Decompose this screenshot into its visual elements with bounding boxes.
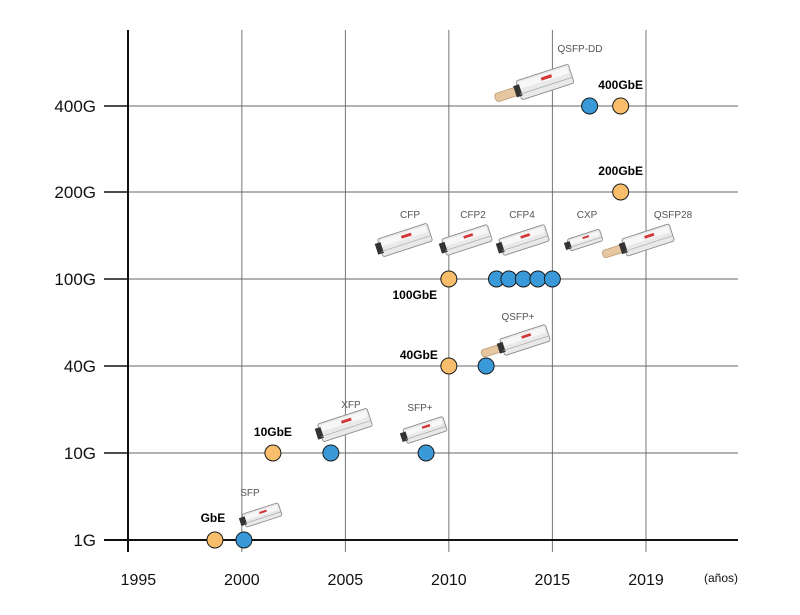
form_factor-point-100g-7 xyxy=(529,270,547,288)
standard-point-40gbe xyxy=(440,357,458,375)
x-tick-label-1995: 1995 xyxy=(121,572,157,589)
cxp-edge xyxy=(569,236,603,248)
standard-label-400gbe: 400GbE xyxy=(598,78,643,92)
form-factor-label-qsfp-: QSFP+ xyxy=(501,312,534,323)
form_factor-point-sfp xyxy=(235,531,253,549)
xfp-edge xyxy=(321,420,371,437)
sfp-edge xyxy=(244,511,282,524)
qsfp-plus-edge xyxy=(503,335,550,352)
tick-labels: 1G 10G 40G 100G 200G 400G 1995 2000 2005 2010 2015… xyxy=(54,97,663,589)
standard-label-40gbe: 40GbE xyxy=(400,348,438,362)
x-axis-unit-label: (años) xyxy=(704,571,738,585)
form-factor-label-cfp2: CFP2 xyxy=(460,210,486,221)
x-tick-label-2019: 2019 xyxy=(628,572,664,589)
data-points xyxy=(206,97,630,549)
sfp-plus-red-label xyxy=(421,424,431,429)
xfp-red-label xyxy=(340,417,352,424)
form_factor-point-sfp- xyxy=(417,444,435,462)
form-factor-labels: QSFP-DD CFP CFP2 CFP4 CXP QSFP28 QSFP+ XFP SFP+ S… xyxy=(240,44,692,499)
standard-point-100gbe xyxy=(440,270,458,288)
form_factor-point-xfp xyxy=(322,444,340,462)
form_factor-point-100g-6 xyxy=(514,270,532,288)
grid xyxy=(128,30,738,552)
standard-label-10gbe: 10GbE xyxy=(254,425,292,439)
y-tick-label-200g: 200G xyxy=(54,183,96,202)
standard-labels: GbE 10GbE 40GbE 100GbE 200GbE 400GbE xyxy=(201,78,643,525)
cfp2-red-label xyxy=(463,233,474,239)
y-tick-label-10g: 10G xyxy=(64,444,96,463)
cfp-edge xyxy=(381,235,431,252)
cxp-red-label xyxy=(582,235,590,240)
standard-label-200gbe: 200GbE xyxy=(598,164,643,178)
form_factor-point-qsfp- xyxy=(477,357,495,375)
form-factor-label-cxp: CXP xyxy=(577,210,598,221)
form_factor-point-100g-5 xyxy=(500,270,518,288)
x-tick-label-2010: 2010 xyxy=(431,572,467,589)
qsfp-dd-module-picture xyxy=(494,64,575,102)
form-factor-label-cfp4: CFP4 xyxy=(509,210,535,221)
form-factor-label-qsfp28: QSFP28 xyxy=(654,210,693,221)
x-tick-label-2015: 2015 xyxy=(535,572,571,589)
form-factor-label-sfp-: SFP+ xyxy=(407,403,432,414)
standard-label-gbe: GbE xyxy=(201,511,226,525)
sfp-plus-module-picture xyxy=(399,416,448,444)
y-tick-label-100g: 100G xyxy=(54,270,96,289)
y-tick-label-40g: 40G xyxy=(64,357,96,376)
form-factor-label-qsfp-dd: QSFP-DD xyxy=(558,44,603,55)
form_factor-point-100g-8 xyxy=(543,270,561,288)
form-factor-label-cfp: CFP xyxy=(400,210,420,221)
sfp-module-picture xyxy=(238,502,283,528)
form-factor-label-xfp: XFP xyxy=(341,400,361,411)
cfp-red-label xyxy=(400,232,412,239)
standard-point-200gbe xyxy=(612,183,630,201)
standard-point-400gbe xyxy=(612,97,630,115)
x-tick-label-2000: 2000 xyxy=(224,572,260,589)
cxp-module-picture xyxy=(563,228,603,252)
form_factor-point-400g-9 xyxy=(581,97,599,115)
cfp2-edge xyxy=(445,235,492,252)
y-tick-label-400g: 400G xyxy=(54,97,96,116)
x-tick-label-2005: 2005 xyxy=(328,572,364,589)
standard-label-100gbe: 100GbE xyxy=(392,288,437,302)
sfp-plus-edge xyxy=(405,426,447,440)
qsfp-dd-red-label xyxy=(540,74,553,81)
standard-point-gbe xyxy=(206,531,224,549)
module-pictures xyxy=(238,64,675,528)
cfp2-module-picture xyxy=(438,224,493,256)
cfp4-red-label xyxy=(520,233,531,239)
sfp-red-label xyxy=(259,509,267,515)
qsfp-dd-edge xyxy=(519,76,573,95)
cfp-module-picture xyxy=(374,223,433,257)
xfp-module-picture xyxy=(314,408,373,442)
y-tick-label-1g: 1G xyxy=(73,531,96,550)
qsfp28-red-label xyxy=(644,232,655,239)
form-factor-label-sfp: SFP xyxy=(240,488,260,499)
standard-point-10gbe xyxy=(264,444,282,462)
qsfp-plus-module-picture xyxy=(480,324,551,358)
cfp4-module-picture xyxy=(495,224,550,256)
qsfp28-module-picture xyxy=(601,223,675,259)
qsfp28-edge xyxy=(625,235,673,252)
cfp4-edge xyxy=(502,235,549,252)
qsfp-plus-red-label xyxy=(521,333,532,339)
